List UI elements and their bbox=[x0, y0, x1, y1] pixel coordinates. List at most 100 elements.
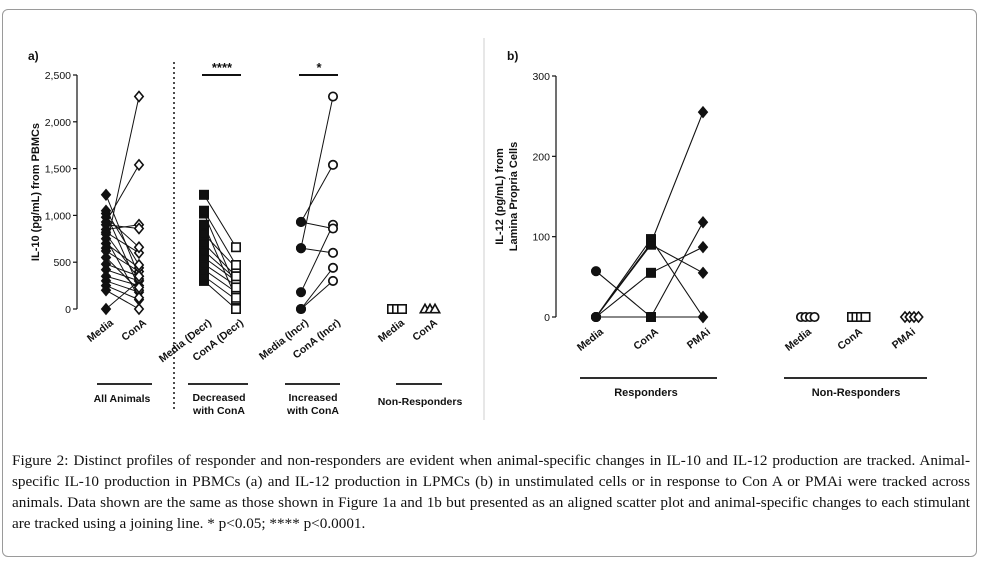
panel-a-pair-line bbox=[105, 213, 140, 288]
panel-a-pair-line bbox=[105, 231, 140, 254]
panel-a-point-media bbox=[199, 229, 210, 240]
panel-a-point-media bbox=[295, 216, 307, 228]
panel-a-pair-line bbox=[105, 194, 140, 277]
panel-a-point-media bbox=[100, 188, 112, 202]
panel-a-point-media bbox=[295, 243, 307, 254]
panel-a-pair-line bbox=[203, 213, 237, 288]
panel-a-point-cona bbox=[327, 262, 339, 273]
panel-a-pair-line bbox=[300, 221, 334, 229]
panel-b-x-tick-label: PMAi bbox=[890, 326, 918, 352]
panel-b-x-tick-label: ConA bbox=[835, 326, 865, 353]
panel-a-y-tick-label: 1,000 bbox=[45, 210, 71, 222]
caption-label: Figure 2: bbox=[12, 452, 69, 469]
panel-a-pair-line bbox=[203, 263, 237, 287]
panel-a-point-media bbox=[295, 287, 307, 298]
panel-b-point-responder bbox=[645, 239, 656, 250]
panel-a-pair-line bbox=[105, 233, 140, 280]
panel-a-point-cona bbox=[231, 303, 242, 314]
panel-a-pair-line bbox=[105, 280, 140, 310]
panel-a-point-cona bbox=[327, 247, 339, 258]
panel-b-point-responder bbox=[590, 311, 602, 323]
panel-a-point-media bbox=[199, 205, 210, 216]
panel-a-pair-line bbox=[203, 257, 237, 282]
figure-frame bbox=[2, 9, 977, 557]
panel-b-point-nonresponder bbox=[809, 311, 820, 323]
panel-a-point-media bbox=[100, 204, 112, 217]
panel-a-point-nonresponder bbox=[428, 302, 442, 314]
panel-b-point-nonresponder bbox=[913, 310, 924, 324]
panel-a-point-cona bbox=[327, 91, 339, 102]
panel-a-x-tick-label: Media bbox=[85, 317, 116, 345]
panel-a-point-cona bbox=[231, 260, 242, 271]
panel-a-point-media bbox=[295, 303, 307, 315]
panel-b-animal-line bbox=[595, 111, 704, 318]
panel-a-label: a) bbox=[28, 49, 39, 63]
panel-a-point-cona bbox=[133, 281, 145, 294]
panel-a-pair-line bbox=[105, 238, 140, 299]
panel-a-pair-line bbox=[300, 280, 334, 310]
panel-a-pair-line bbox=[203, 210, 237, 266]
panel-a-point-media bbox=[199, 238, 210, 249]
panel-b-x-tick-label: Media bbox=[575, 326, 606, 354]
panel-a-pair-line bbox=[105, 216, 140, 248]
panel-a-point-cona bbox=[231, 242, 242, 253]
panel-a-pair-line bbox=[203, 269, 237, 293]
panel-a-point-cona bbox=[231, 282, 242, 293]
panel-a-y-tick-label: 2,000 bbox=[45, 117, 71, 129]
panel-a-x-tick-label: ConA bbox=[410, 317, 440, 344]
panel-a-point-cona bbox=[133, 158, 145, 172]
panel-b-label: b) bbox=[507, 49, 518, 63]
panel-b-y-label: IL-12 (pg/mL) from bbox=[494, 148, 506, 245]
panel-a-pair-line bbox=[105, 210, 140, 266]
panel-a-pair-line bbox=[203, 243, 237, 277]
panel-b-point-responder bbox=[697, 240, 709, 254]
panel-b-point-responder bbox=[697, 105, 709, 119]
panel-a-point-cona bbox=[231, 271, 242, 282]
panel-a-point-media bbox=[100, 257, 112, 271]
panel-a-pair-line bbox=[300, 224, 334, 293]
panel-a-pair-line bbox=[300, 247, 334, 254]
panel-a-point-cona bbox=[327, 275, 339, 286]
panel-a-y-tick-label: 2,500 bbox=[45, 70, 71, 82]
panel-a-pair-line bbox=[105, 285, 140, 301]
panel-b-point-responder bbox=[697, 310, 709, 324]
panel-a-pair-line bbox=[203, 224, 237, 298]
panel-b-point-responder bbox=[645, 267, 656, 278]
panel-a-point-cona bbox=[133, 222, 145, 235]
panel-b-point-responder bbox=[645, 311, 656, 322]
panel-a-y-tick-label: 0 bbox=[65, 304, 71, 316]
panel-a-pair-line bbox=[300, 267, 334, 310]
panel-a-pair-line bbox=[105, 164, 140, 223]
panel-b-point-responder bbox=[697, 215, 709, 229]
panel-a-point-media bbox=[100, 251, 112, 264]
panel-a-x-tick-label: ConA bbox=[119, 317, 149, 344]
panel-a-significance-stars: * bbox=[316, 60, 322, 75]
panel-a-point-cona bbox=[327, 223, 339, 234]
panel-b-y-tick-label: 300 bbox=[532, 71, 550, 83]
panel-a-pair-line bbox=[203, 275, 237, 301]
panel-b-point-responder bbox=[697, 266, 709, 280]
panel-a-significance-stars: **** bbox=[212, 60, 233, 75]
panel-b-y-tick-label: 100 bbox=[532, 232, 550, 244]
panel-a-group-name: Non-Responders bbox=[378, 396, 463, 408]
panel-a-pair-line bbox=[203, 280, 237, 310]
panel-a-point-cona bbox=[133, 302, 145, 316]
panel-b-group-name: Non-Responders bbox=[812, 387, 901, 399]
panel-a-point-cona bbox=[133, 269, 145, 283]
panel-a-point-media bbox=[100, 269, 112, 283]
panel-a-pair-line bbox=[105, 257, 140, 291]
panel-a-pair-line bbox=[105, 280, 140, 293]
panel-b-animal-line bbox=[595, 246, 704, 318]
panel-a-pair-line bbox=[105, 275, 140, 287]
figure-chart: a) 0 500 1,000 1,500 2,000 2,500 IL-10 (pg/mL) … bbox=[28, 38, 927, 420]
panel-b-y-tick-label: 200 bbox=[532, 151, 550, 163]
panel-a-point-cona bbox=[133, 291, 145, 305]
caption-text: Distinct profiles of responder and non-r… bbox=[12, 452, 970, 532]
panel-a-point-media bbox=[100, 302, 112, 316]
panel-b-group-name: Responders bbox=[614, 387, 678, 399]
panel-a-point-media bbox=[199, 189, 210, 200]
panel-b-point-responder bbox=[590, 266, 602, 277]
panel-a-pair-line bbox=[203, 194, 237, 248]
panel-a-y-tick-label: 500 bbox=[53, 257, 71, 269]
panel-a-pair-line bbox=[105, 289, 140, 310]
